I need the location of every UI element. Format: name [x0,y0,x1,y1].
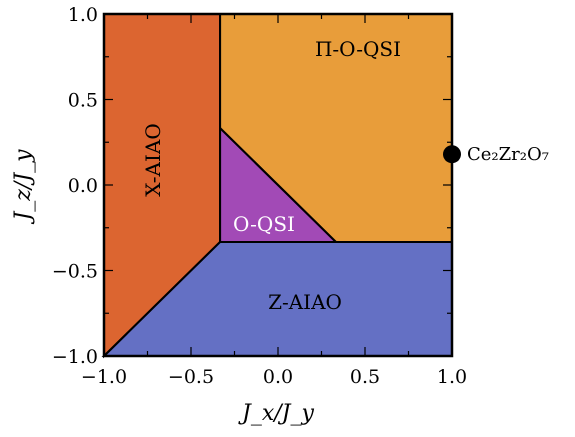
region-label-x-aiao: X-AIAO [141,123,165,196]
material-point-label: Ce₂Zr₂O₇ [467,144,549,165]
region-label-z-aiao: Z-AIAO [268,290,342,314]
tick-labels-layer: −1.0 −0.5 0.0 0.5 1.0 −1.0 −0.5 0.0 0.5 1.0 [52,4,467,388]
y-tick-label: 1.0 [68,4,98,26]
x-tick-label: 0.0 [263,366,293,388]
y-tick-label: −1.0 [52,346,98,368]
y-tick-label: 0.0 [68,175,98,197]
x-tick-label: −0.5 [168,366,214,388]
material-point-ce2zr2o7 [443,145,461,164]
x-tick-label: −1.0 [81,366,127,388]
ticks-layer [103,13,453,357]
y-tick-label: 0.5 [68,90,98,112]
x-tick-label: 1.0 [437,366,467,388]
y-tick-label: −0.5 [52,261,98,283]
x-axis-title: J_x/J_y [238,401,314,426]
region-x-aiao [104,14,221,356]
region-z-aiao [104,241,452,356]
region-label-pi-o-qsi: Π-O-QSI [315,37,401,61]
region-label-o-qsi: O-QSI [233,212,295,236]
regions-layer [104,14,452,356]
x-tick-label: 0.5 [350,366,380,388]
y-axis-title: J_z/J_y [11,149,36,225]
